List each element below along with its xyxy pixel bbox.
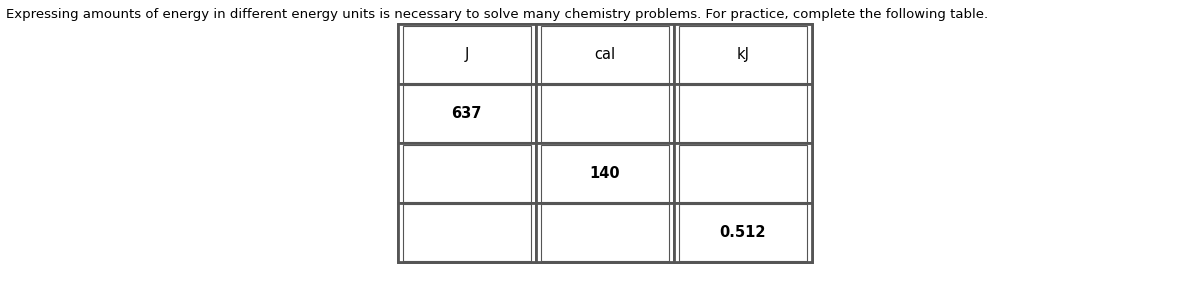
Bar [403,204,530,261]
Bar [398,24,812,262]
Bar [535,203,674,262]
Bar [398,143,535,203]
Bar [398,203,535,262]
Bar [679,204,808,261]
Text: Expressing amounts of energy in different energy units is necessary to solve man: Expressing amounts of energy in differen… [6,8,988,21]
Bar [674,24,811,84]
Bar [674,84,811,143]
Text: J: J [464,47,469,62]
Text: 637: 637 [451,106,482,121]
Bar [679,85,808,142]
Bar [679,26,808,83]
Bar [535,24,674,84]
Bar [674,203,811,262]
Bar [398,84,535,143]
Bar [535,84,674,143]
Text: 140: 140 [589,166,620,181]
Text: cal: cal [594,47,616,62]
Bar [403,26,530,83]
Bar [541,85,670,142]
Text: kJ: kJ [737,47,749,62]
Text: 1 calorie (cal) = 4.184 J: 1 calorie (cal) = 4.184 J [514,105,686,120]
Bar [403,85,530,142]
Text: The Joule (J) is the SI unit of energy.: The Joule (J) is the SI unit of energy. [469,61,731,76]
Bar [541,26,670,83]
Text: 0.512: 0.512 [720,225,766,240]
Bar [398,24,535,84]
Bar [541,145,670,202]
Bar [674,143,811,203]
Bar [403,145,530,202]
Bar [535,143,674,203]
Bar [679,145,808,202]
Bar [541,204,670,261]
